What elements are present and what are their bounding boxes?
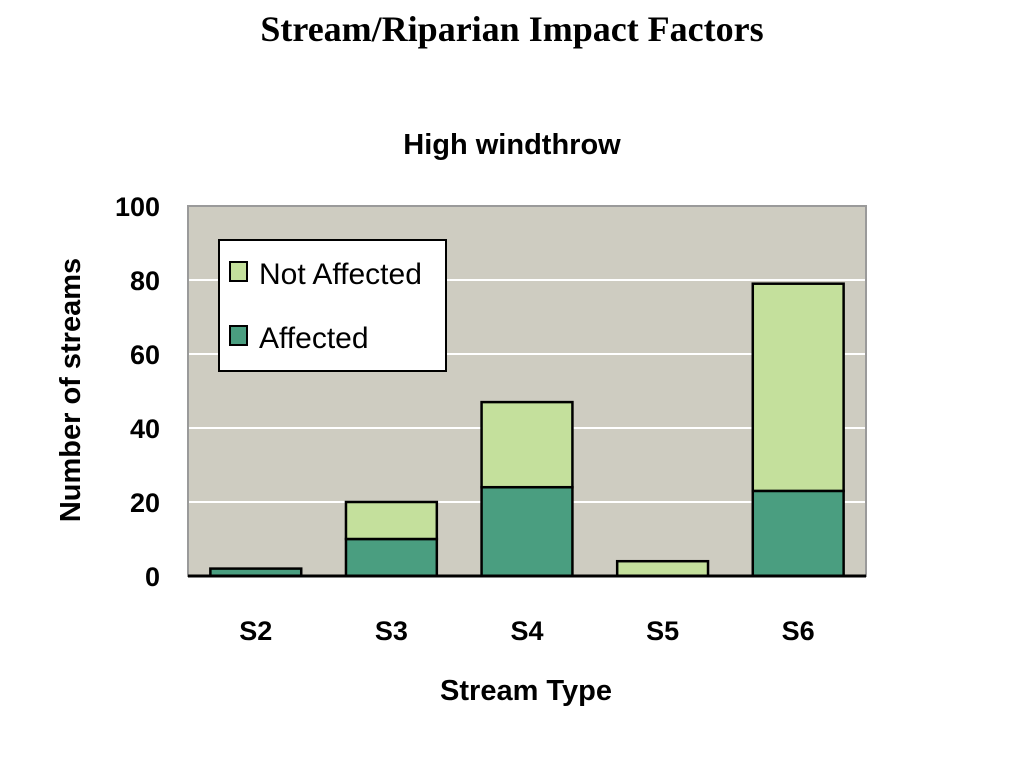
legend: Not Affected Affected (218, 239, 447, 372)
legend-swatch-affected (229, 325, 248, 346)
x-tick-label: S4 (510, 616, 543, 646)
bar-not-affected-s6 (751, 282, 845, 493)
bar-not-affected-s3 (344, 500, 439, 541)
x-axis-label: Stream Type (440, 675, 612, 707)
y-tick-label: 100 (115, 192, 160, 222)
bar-affected-s4 (480, 485, 574, 578)
legend-box (218, 239, 447, 372)
legend-label-not-affected: Not Affected (259, 258, 422, 291)
x-tick-label: S5 (646, 616, 679, 646)
y-axis-label: Number of streams (55, 258, 87, 522)
y-tick-label: 0 (145, 562, 160, 592)
page-title: Stream/Riparian Impact Factors (260, 9, 764, 49)
chart-title: High windthrow (403, 129, 621, 161)
bar-affected-s3 (344, 537, 439, 578)
y-tick-label: 80 (130, 266, 160, 296)
y-tick-label: 40 (130, 414, 160, 444)
bar-not-affected-s5 (615, 559, 710, 578)
legend-label-affected: Affected (259, 322, 369, 355)
x-tick-label: S2 (239, 616, 272, 646)
bar-not-affected-s4 (480, 400, 574, 489)
y-tick-label: 60 (130, 340, 160, 370)
x-tick-label: S3 (375, 616, 408, 646)
legend-swatch-not-affected (229, 261, 248, 282)
y-tick-label: 20 (130, 488, 160, 518)
x-tick-label: S6 (782, 616, 815, 646)
bar-affected-s6 (751, 489, 845, 578)
